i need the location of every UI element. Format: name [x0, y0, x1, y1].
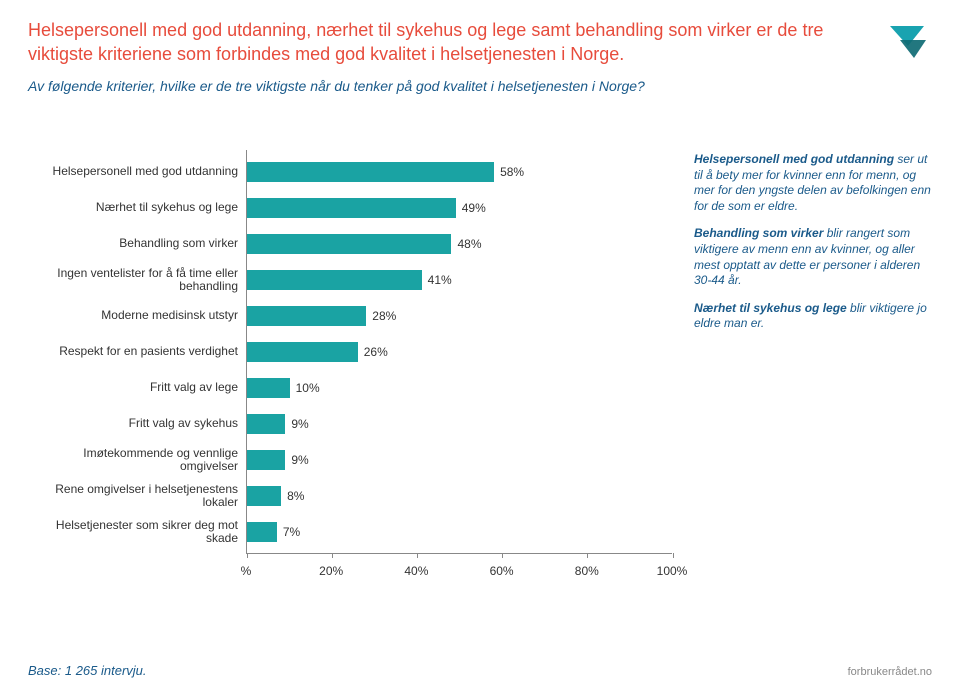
- category-label: Fritt valg av lege: [28, 381, 246, 394]
- x-tick-label: %: [241, 564, 252, 578]
- value-label: 9%: [291, 453, 308, 467]
- chart-bar: [247, 414, 285, 434]
- x-tick-label: 80%: [575, 564, 599, 578]
- value-label: 7%: [283, 525, 300, 539]
- chart-bar: [247, 450, 285, 470]
- brand-link: forbrukerrådet.no: [848, 666, 932, 678]
- chart-bar: [247, 378, 290, 398]
- value-label: 49%: [462, 201, 486, 215]
- annotation-text: Nærhet til sykehus og lege blir viktiger…: [694, 301, 932, 332]
- annotation-text: Helsepersonell med god utdanning ser ut …: [694, 152, 932, 214]
- annotation-text: Behandling som virker blir rangert som v…: [694, 226, 932, 288]
- page-subtitle: Av følgende kriterier, hvilke er de tre …: [28, 77, 852, 96]
- value-label: 8%: [287, 489, 304, 503]
- category-label: Fritt valg av sykehus: [28, 417, 246, 430]
- chart-bar: [247, 234, 451, 254]
- x-tick-label: 20%: [319, 564, 343, 578]
- brand-logo-icon: [884, 18, 932, 66]
- header: Helsepersonell med god utdanning, nærhet…: [28, 18, 932, 95]
- category-label: Helsepersonell med god utdanning: [28, 165, 246, 178]
- footer: Base: 1 265 intervju. forbrukerrådet.no: [28, 663, 932, 678]
- category-label: Imøtekommende og vennlige omgivelser: [28, 447, 246, 473]
- chart-bar: [247, 306, 366, 326]
- category-label: Behandling som virker: [28, 237, 246, 250]
- chart-bar: [247, 522, 277, 542]
- x-tick-label: 40%: [404, 564, 428, 578]
- chart-bar: [247, 342, 358, 362]
- chart-bar: [247, 198, 456, 218]
- x-tick-label: 100%: [657, 564, 688, 578]
- category-label: Nærhet til sykehus og lege: [28, 201, 246, 214]
- base-text: Base: 1 265 intervju.: [28, 663, 147, 678]
- value-label: 9%: [291, 417, 308, 431]
- value-label: 41%: [428, 273, 452, 287]
- chart-bar: [247, 270, 422, 290]
- chart-bar: [247, 162, 494, 182]
- value-label: 28%: [372, 309, 396, 323]
- x-tick-label: 60%: [490, 564, 514, 578]
- category-label: Helsetjenester som sikrer deg mot skade: [28, 519, 246, 545]
- category-label: Rene omgivelser i helsetjenestens lokale…: [28, 483, 246, 509]
- page-title: Helsepersonell med god utdanning, nærhet…: [28, 18, 852, 67]
- category-label: Respekt for en pasients verdighet: [28, 345, 246, 358]
- annotations-panel: Helsepersonell med god utdanning ser ut …: [694, 152, 932, 344]
- category-label: Moderne medisinsk utstyr: [28, 309, 246, 322]
- value-label: 10%: [296, 381, 320, 395]
- value-label: 48%: [457, 237, 481, 251]
- chart-bar: [247, 486, 281, 506]
- value-label: 58%: [500, 165, 524, 179]
- value-label: 26%: [364, 345, 388, 359]
- category-label: Ingen ventelister for å få time eller be…: [28, 267, 246, 293]
